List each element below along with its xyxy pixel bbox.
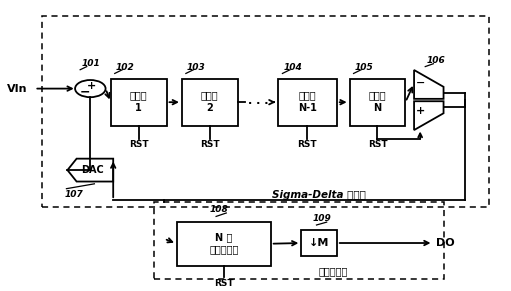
Text: DAC: DAC [81,165,104,175]
Text: +: + [87,81,96,91]
Text: . . .: . . . [248,96,268,106]
Text: 2: 2 [206,104,213,113]
Polygon shape [414,101,444,130]
Bar [278,79,337,126]
Text: −: − [80,86,90,99]
Text: Sigma-Delta 调制器: Sigma-Delta 调制器 [272,190,366,200]
Bar [111,79,167,126]
Text: 积分器: 积分器 [368,90,386,100]
Text: 106: 106 [427,56,446,65]
Text: 109: 109 [312,214,331,223]
Text: 数字滤波器: 数字滤波器 [209,244,239,254]
Text: 积分器: 积分器 [130,90,147,100]
Text: RST: RST [200,140,220,149]
Text: RST: RST [214,279,234,288]
Text: 107: 107 [65,190,84,199]
Bar [301,230,337,256]
Text: 105: 105 [355,63,374,72]
Text: 104: 104 [284,63,302,72]
Text: RST: RST [367,140,387,149]
Text: 102: 102 [115,63,134,72]
Text: +: + [415,106,425,116]
Text: N: N [374,104,382,113]
Text: −: − [415,78,425,88]
Text: VIn: VIn [7,84,27,94]
Text: N 阶: N 阶 [215,233,233,242]
Text: 积分器: 积分器 [299,90,316,100]
Bar [182,79,238,126]
Text: 108: 108 [210,205,228,214]
Text: 103: 103 [187,63,205,72]
Polygon shape [67,159,113,182]
Text: DO: DO [436,238,455,248]
Text: RST: RST [129,140,148,149]
Polygon shape [414,70,444,99]
Text: ↓M: ↓M [309,238,329,248]
Bar [42,16,489,207]
Bar [154,202,444,279]
Text: RST: RST [297,140,317,149]
Bar [350,79,405,126]
Text: 101: 101 [82,59,101,68]
Text: 积分器: 积分器 [201,90,219,100]
Text: 抽取滤波器: 抽取滤波器 [319,267,348,276]
Text: 1: 1 [135,104,142,113]
Text: N-1: N-1 [298,104,317,113]
Bar [177,221,271,266]
